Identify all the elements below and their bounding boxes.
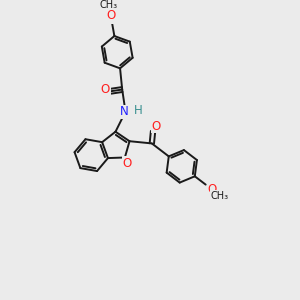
Text: O: O [106,8,115,22]
Text: CH₃: CH₃ [100,0,118,10]
Text: CH₃: CH₃ [211,190,229,200]
Text: N: N [120,105,129,118]
Text: O: O [207,183,216,196]
Text: O: O [151,120,160,133]
Text: H: H [134,104,142,117]
Text: O: O [101,83,110,96]
Text: O: O [122,157,132,170]
